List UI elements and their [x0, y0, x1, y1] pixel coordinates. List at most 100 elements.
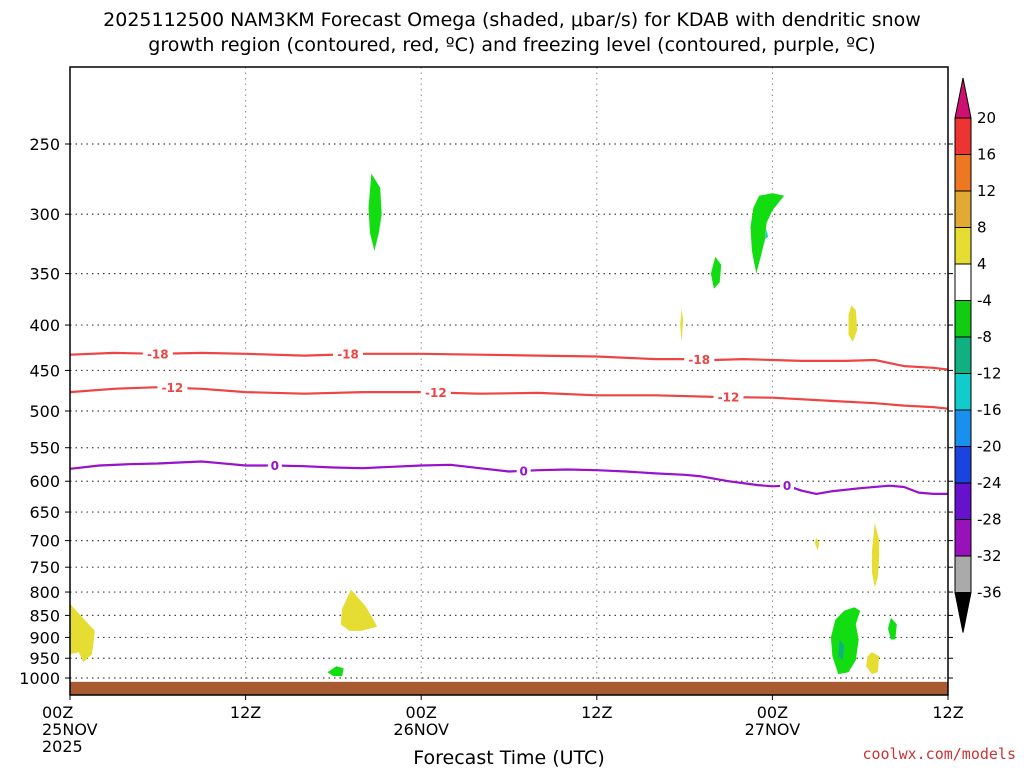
y-tick-label: 450 — [29, 361, 60, 380]
contour-line — [70, 386, 948, 410]
omega-region — [750, 193, 785, 274]
y-tick-label: 400 — [29, 316, 60, 335]
terrain-band-fill — [70, 681, 948, 695]
x-tick-label: 27NOV — [745, 720, 801, 739]
colorbar-segment — [954, 117, 972, 155]
contour-label-bg — [780, 478, 795, 493]
contour-line — [70, 460, 948, 495]
colorbar-segment — [954, 482, 972, 520]
omega-region — [368, 173, 382, 251]
y-tick-label: 700 — [29, 532, 60, 551]
x-tick-label: 12Z — [581, 703, 612, 722]
omega-region — [70, 603, 95, 663]
colorbar-segment — [954, 190, 972, 228]
contour-label: 0 — [271, 459, 279, 473]
contour-label-bg — [157, 380, 188, 395]
colorbar-segment — [954, 409, 972, 447]
x-tick-label: 26NOV — [393, 720, 449, 739]
contour-label: -18 — [147, 347, 169, 361]
x-axis-label: Forecast Time (UTC) — [413, 747, 604, 768]
chart-title-line2: growth region (contoured, red, ºC) and f… — [148, 34, 876, 56]
colorbar-segment — [954, 154, 972, 192]
omega-region — [838, 639, 845, 661]
contour-label: -18 — [688, 353, 710, 367]
credit-text: coolwx.com/models — [862, 745, 1016, 763]
terrain-band — [70, 681, 948, 695]
temperature-contours: -18 -18 -18 -12 -12 -12 0 0 0 — [70, 346, 948, 495]
colorbar-label: -4 — [977, 292, 992, 310]
contour-label-bg — [684, 352, 715, 367]
plot-frame — [69, 66, 949, 696]
colorbar-label: 20 — [977, 109, 996, 127]
contour-label: 0 — [783, 479, 791, 493]
x-tick-label: 12Z — [932, 703, 963, 722]
x-tick-label: 2025 — [42, 737, 83, 756]
colorbar-segment — [954, 519, 972, 557]
colorbar-label: -20 — [977, 438, 1002, 456]
colorbar-top-arrow — [954, 77, 972, 119]
contour-label-bg — [333, 347, 364, 362]
contour-label: -12 — [425, 386, 447, 400]
gridlines — [70, 67, 948, 695]
x-tick-label: 00Z — [757, 703, 788, 722]
y-tick-label: 1000 — [19, 669, 60, 688]
colorbar-label: -8 — [977, 328, 992, 346]
y-tick-label: 900 — [29, 628, 60, 647]
x-tick-label: 25NOV — [42, 720, 98, 739]
colorbar-segment — [954, 336, 972, 374]
y-tick-label: 800 — [29, 583, 60, 602]
colorbar-segment — [954, 263, 972, 301]
x-tick-label: 12Z — [230, 703, 261, 722]
colorbar-segment — [954, 300, 972, 338]
colorbar-label: -12 — [977, 365, 1002, 383]
y-tick-label: 250 — [29, 135, 60, 154]
y-tick-label: 750 — [29, 558, 60, 577]
y-tick-label: 550 — [29, 439, 60, 458]
colorbar-segment — [954, 555, 972, 593]
contour-label-bg — [420, 385, 451, 400]
y-tick-label: 650 — [29, 503, 60, 522]
omega-region — [340, 589, 378, 631]
colorbar-label: -32 — [977, 547, 1002, 565]
contour-label: -18 — [337, 348, 359, 362]
contour-label: -12 — [718, 391, 740, 405]
colorbar-label: 12 — [977, 182, 996, 200]
contour-label: -12 — [162, 381, 184, 395]
x-tick-label: 00Z — [406, 703, 437, 722]
y-axis-ticks: 250 300 350 400 450 500 550 600 650 700 750 800 850 9… — [19, 135, 953, 688]
y-tick-label: 850 — [29, 606, 60, 625]
contour-label-bg — [713, 390, 744, 405]
y-tick-label: 500 — [29, 402, 60, 421]
colorbar-segment — [954, 373, 972, 411]
omega-region — [830, 607, 861, 675]
colorbar-label: -16 — [977, 401, 1002, 419]
colorbar-label: -36 — [977, 584, 1002, 602]
colorbar: 20 16 12 8 4 -4 -8 -12 -16 -20 -24 -28 -32 -36 — [954, 77, 1002, 633]
y-tick-label: 600 — [29, 472, 60, 491]
y-tick-label: 300 — [29, 205, 60, 224]
contour-label: 0 — [519, 464, 527, 478]
omega-region — [814, 537, 820, 551]
omega-region — [710, 256, 722, 289]
omega-shaded-regions — [70, 173, 897, 677]
omega-region — [327, 666, 344, 677]
omega-region — [888, 617, 897, 640]
colorbar-segment — [954, 227, 972, 265]
omega-region — [866, 652, 880, 675]
colorbar-bottom-arrow — [954, 592, 972, 633]
colorbar-label: 4 — [977, 255, 987, 273]
y-tick-label: 350 — [29, 265, 60, 284]
colorbar-label: -28 — [977, 511, 1002, 529]
colorbar-label: 16 — [977, 146, 996, 164]
omega-region — [680, 308, 684, 342]
contour-label-bg — [142, 346, 173, 361]
omega-region — [871, 522, 880, 588]
x-tick-label: 00Z — [42, 703, 73, 722]
chart-title-line1: 2025112500 NAM3KM Forecast Omega (shaded… — [103, 9, 921, 31]
contour-label-bg — [267, 458, 282, 473]
colorbar-segment — [954, 446, 972, 484]
y-tick-label: 950 — [29, 649, 60, 668]
omega-region — [848, 305, 858, 342]
